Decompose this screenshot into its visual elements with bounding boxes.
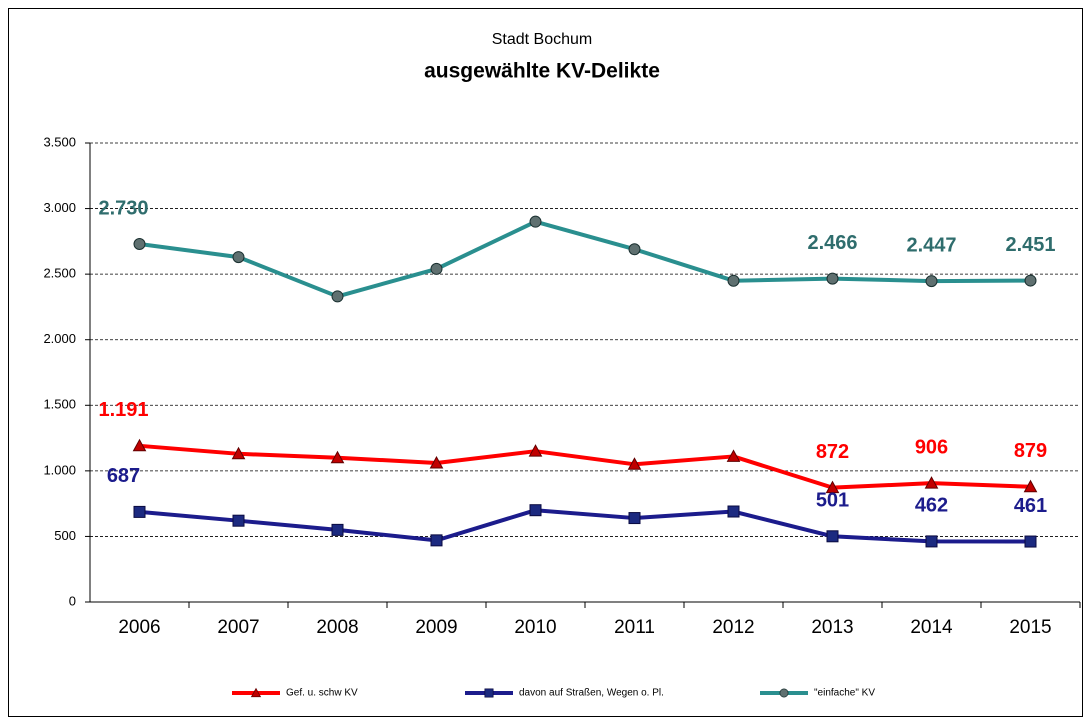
- chart-border: [8, 8, 1083, 717]
- data-point: [430, 534, 443, 547]
- legend-marker: [779, 688, 789, 698]
- x-tick-label: 2012: [712, 617, 754, 638]
- legend-marker: [484, 688, 494, 698]
- data-label: 906: [915, 436, 948, 458]
- data-point: [429, 455, 444, 469]
- legend-label: davon auf Straßen, Wegen o. Pl.: [519, 688, 664, 699]
- series-line: [139, 219, 1031, 299]
- legend-label: "einfache" KV: [814, 688, 875, 699]
- y-tick-label: 3.500: [43, 134, 76, 149]
- data-label: 501: [816, 490, 849, 512]
- data-point: [232, 514, 245, 527]
- data-point: [925, 275, 938, 288]
- x-tick-label: 2007: [217, 617, 259, 638]
- data-point: [528, 444, 543, 457]
- data-point: [727, 505, 740, 518]
- data-point: [924, 476, 939, 489]
- data-label: 2.447: [906, 234, 956, 256]
- data-label: 1.191: [98, 399, 148, 421]
- series-line: [139, 443, 1031, 490]
- data-label: 2.466: [807, 232, 857, 254]
- legend-label: Gef. u. schw KV: [286, 688, 358, 699]
- data-point: [727, 274, 740, 287]
- data-point: [330, 450, 345, 464]
- data-point: [331, 523, 344, 536]
- data-point: [133, 505, 146, 518]
- x-tick-label: 2011: [614, 617, 655, 638]
- x-tick-label: 2009: [415, 617, 457, 638]
- legend-marker: [250, 687, 262, 698]
- data-point: [628, 512, 641, 525]
- x-tick-label: 2015: [1009, 617, 1051, 638]
- data-point: [726, 449, 741, 462]
- data-label: 687: [107, 465, 140, 487]
- x-tick-label: 2006: [118, 617, 160, 638]
- data-point: [529, 504, 542, 517]
- data-label: 872: [816, 441, 849, 463]
- y-tick-label: 0: [69, 593, 76, 608]
- series-line: [139, 508, 1031, 544]
- data-point: [1024, 274, 1037, 287]
- chart-subtitle: ausgewählte KV-Delikte: [424, 60, 660, 83]
- data-point: [133, 237, 146, 250]
- data-point: [231, 446, 246, 460]
- data-point: [1024, 535, 1037, 548]
- data-label: 2.451: [1005, 234, 1055, 256]
- x-tick-label: 2013: [811, 617, 853, 638]
- data-point: [132, 438, 147, 452]
- data-point: [430, 262, 443, 275]
- data-point: [826, 530, 839, 543]
- y-tick-label: 2.000: [43, 331, 76, 346]
- data-point: [826, 272, 839, 285]
- y-tick-label: 2.500: [43, 266, 76, 281]
- data-label: 461: [1014, 495, 1047, 517]
- data-label: 879: [1014, 440, 1047, 462]
- data-point: [1023, 479, 1038, 493]
- y-tick-label: 1.500: [43, 397, 76, 412]
- y-tick-label: 3.000: [43, 200, 76, 215]
- data-point: [825, 480, 840, 494]
- chart-title: Stadt Bochum: [492, 31, 593, 48]
- data-point: [331, 290, 344, 303]
- data-label: 462: [915, 495, 948, 517]
- x-tick-label: 2008: [316, 617, 358, 638]
- data-point: [232, 251, 245, 264]
- data-point: [628, 243, 641, 256]
- data-point: [925, 535, 938, 548]
- x-tick-label: 2014: [910, 617, 953, 638]
- data-label: 2.730: [98, 197, 148, 219]
- data-point: [627, 457, 642, 470]
- y-tick-label: 500: [54, 528, 76, 543]
- y-tick-label: 1.000: [43, 462, 76, 477]
- x-tick-label: 2010: [514, 617, 556, 638]
- data-point: [529, 215, 542, 228]
